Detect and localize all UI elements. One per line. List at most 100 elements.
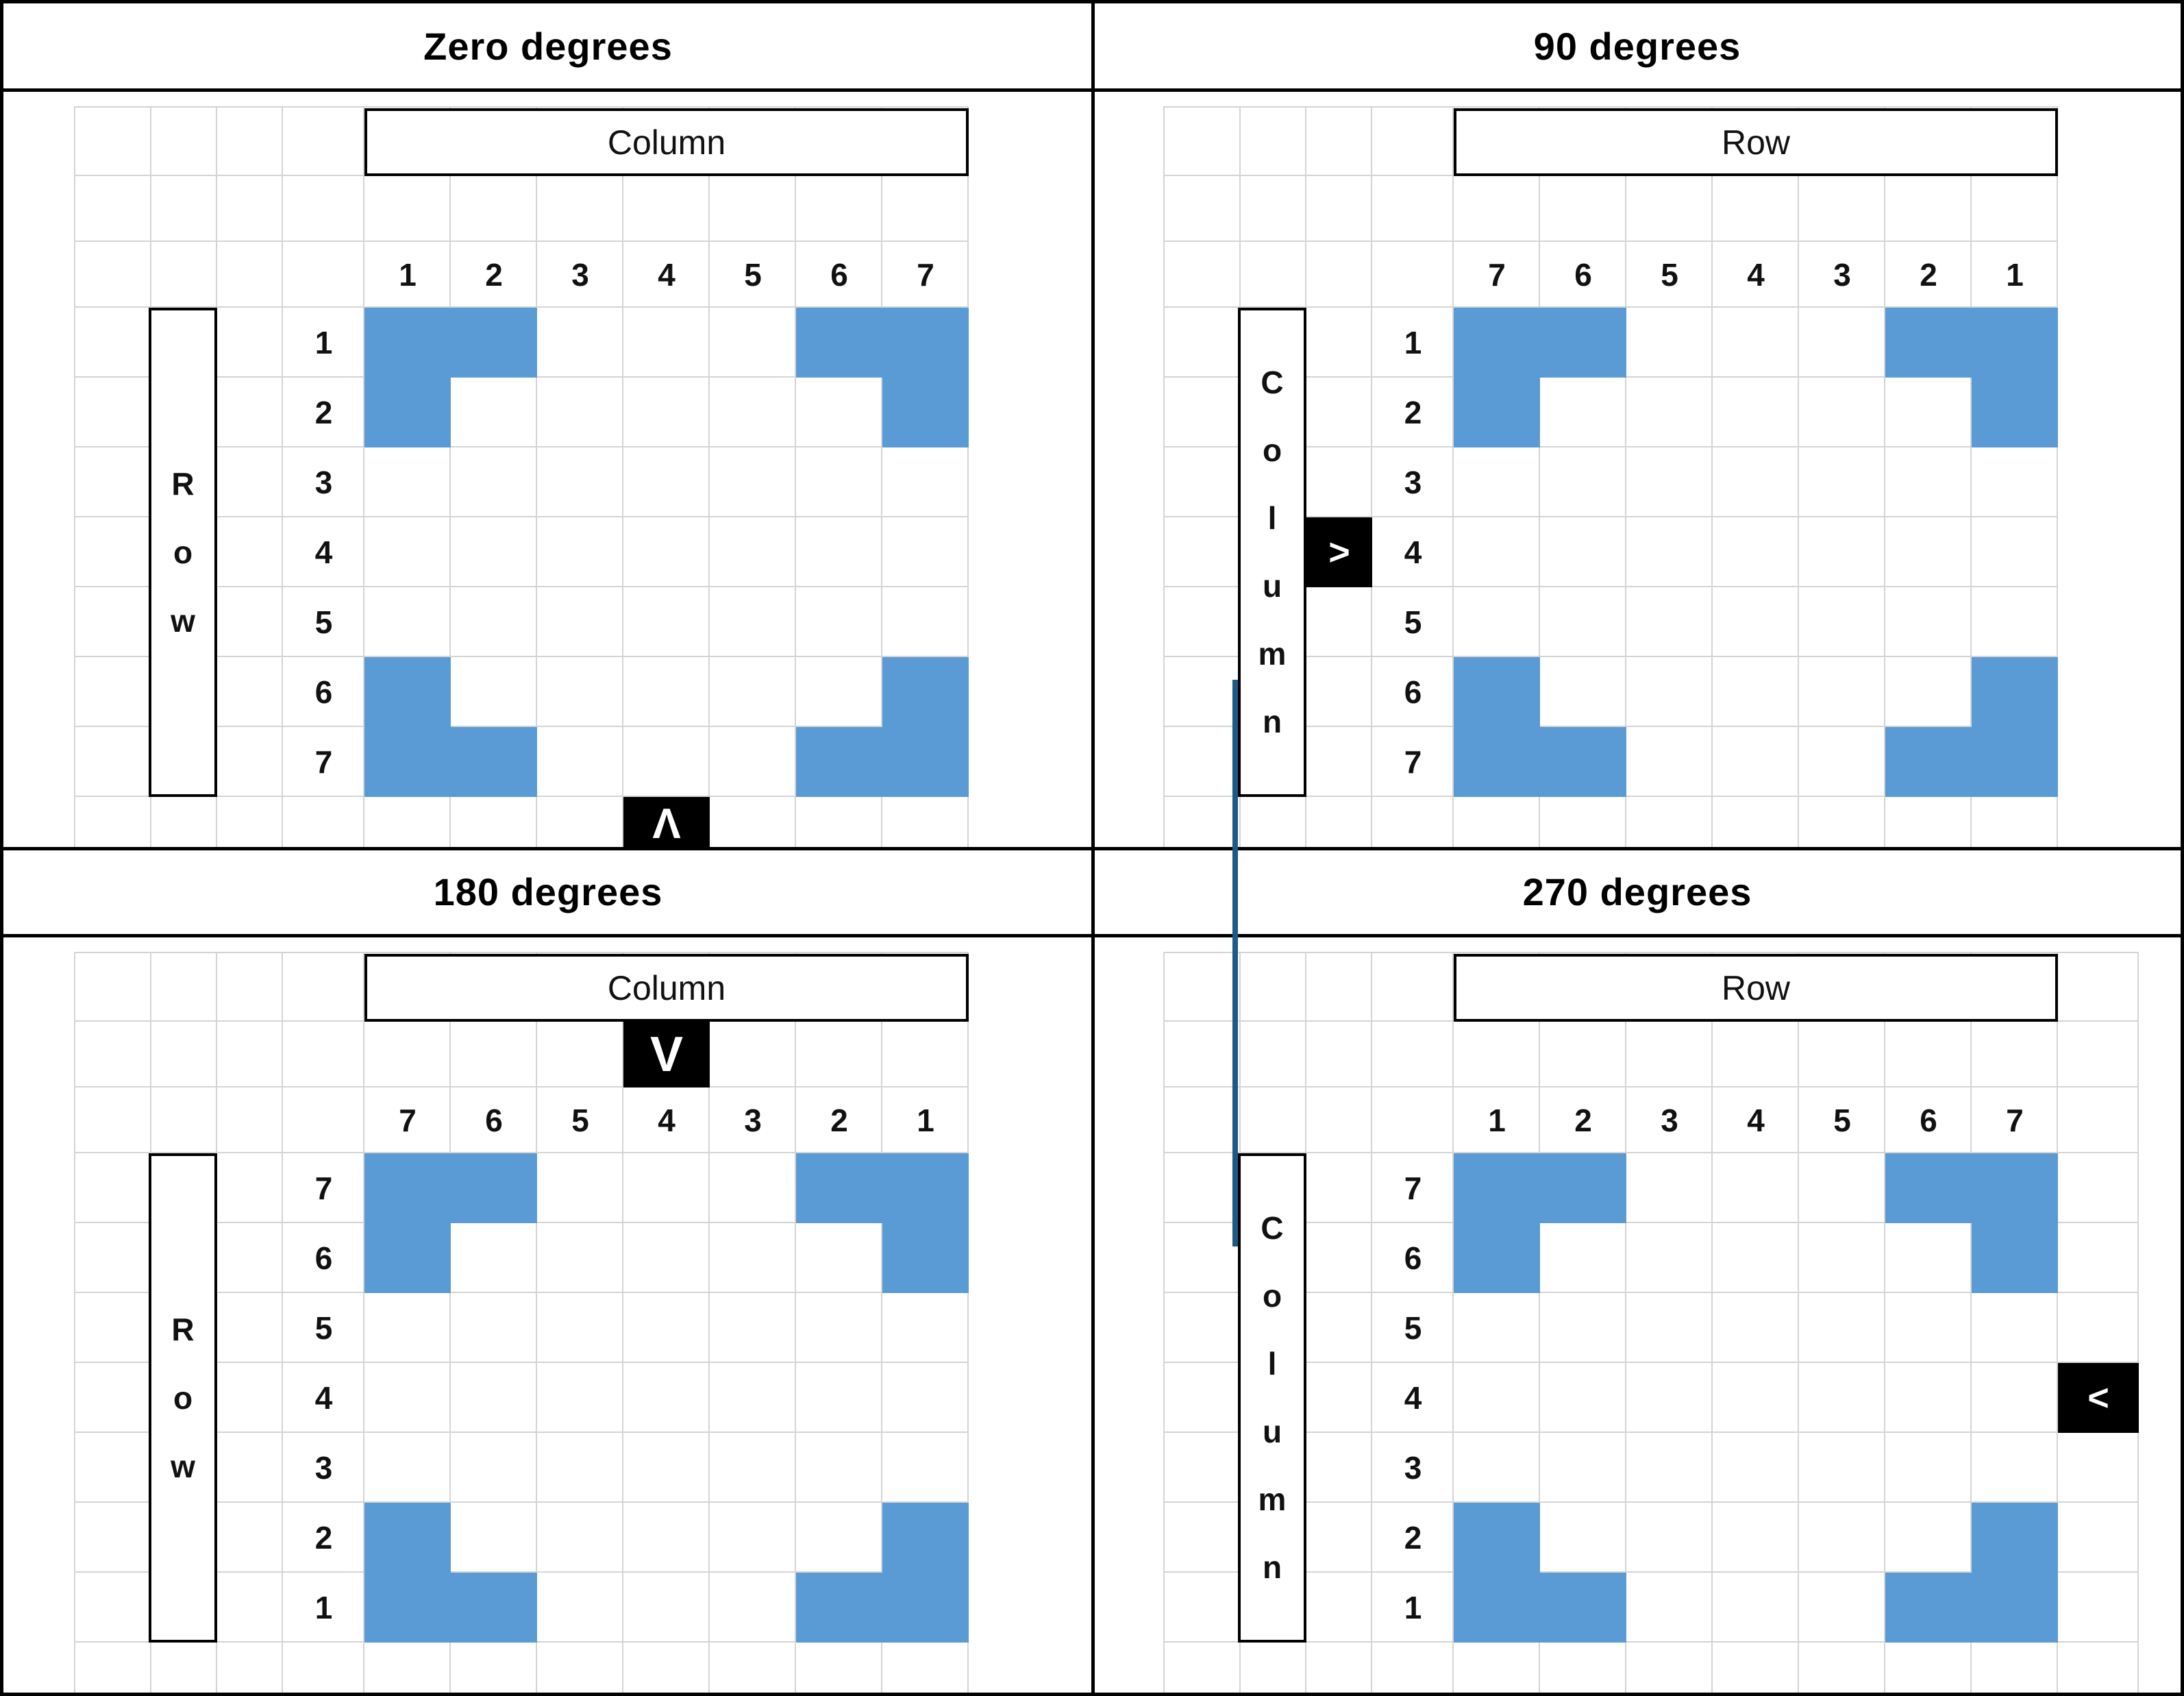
worksheet-cell: [1713, 308, 1799, 378]
worksheet-cell: [364, 447, 451, 517]
worksheet-cell: [74, 1503, 151, 1573]
col-label: 5: [571, 1103, 589, 1138]
col-label: 4: [1747, 1103, 1765, 1138]
panel-title-zero-degrees: Zero degrees: [3, 3, 1093, 92]
worksheet-cell: [1885, 242, 1972, 308]
worksheet-cell: [1972, 1433, 2058, 1503]
worksheet-cell: [537, 447, 623, 517]
worksheet-cell: [623, 1643, 710, 1693]
worksheet-cell: [1713, 1022, 1799, 1087]
worksheet-cell: [451, 378, 537, 447]
worksheet-cell: [74, 797, 151, 848]
worksheet-cell: [1626, 308, 1713, 378]
worksheet-cell: [1972, 176, 2058, 242]
worksheet-cell: [1799, 1293, 1885, 1363]
worksheet-cell: [1540, 1643, 1626, 1693]
worksheet-cell: [1540, 1363, 1626, 1433]
worksheet-cell: [364, 176, 451, 242]
worksheet-cell: [710, 308, 796, 378]
worksheet-cell: [710, 176, 796, 242]
side-box-letter: o: [173, 534, 193, 570]
worksheet-cell: [537, 1643, 623, 1693]
worksheet-cell: [1713, 447, 1799, 517]
worksheet-cell: [1372, 587, 1454, 657]
worksheet-cell: [623, 517, 710, 587]
worksheet-cell: [623, 378, 710, 447]
worksheet-cell: [283, 1087, 364, 1153]
shape-cell: [1972, 1153, 2058, 1223]
col-label: 2: [1574, 1103, 1592, 1138]
worksheet-cell: [623, 308, 710, 378]
worksheet-cell: [283, 1293, 364, 1363]
down-arrow-marker: V: [623, 1022, 710, 1087]
worksheet-cell: [151, 106, 217, 176]
worksheet-cell: [1713, 176, 1799, 242]
worksheet-cell: [1626, 242, 1713, 308]
worksheet-cell: [1372, 1087, 1454, 1153]
worksheet-cell: [1885, 378, 1972, 447]
worksheet-cell: [882, 1643, 969, 1693]
side-box-letter: o: [1262, 432, 1282, 468]
worksheet-cell: [217, 176, 283, 242]
worksheet-cell: [1799, 378, 1885, 447]
worksheet-cell: [74, 1153, 151, 1223]
row-label: 5: [1404, 1310, 1422, 1346]
worksheet-cell: [1540, 1022, 1626, 1087]
worksheet-cell: [1540, 587, 1626, 657]
shape-cell: [1972, 727, 2058, 797]
worksheet-cell: [364, 1087, 451, 1153]
worksheet-cell: [1713, 1293, 1799, 1363]
worksheet-cell: [1713, 1503, 1799, 1573]
shape-cell: [882, 308, 969, 378]
worksheet-cell: [623, 657, 710, 727]
worksheet-cell: [1885, 797, 1972, 848]
col-label: 1: [917, 1103, 934, 1138]
worksheet-cell: [1885, 1223, 1972, 1293]
worksheet-cell: [710, 1433, 796, 1503]
worksheet-cell: [710, 517, 796, 587]
worksheet-cell: [1163, 447, 1241, 517]
worksheet-cell: [1713, 1643, 1799, 1693]
worksheet-cell: [451, 1433, 537, 1503]
worksheet-cell: [217, 242, 283, 308]
worksheet-cell: [1799, 1573, 1885, 1643]
col-label: 5: [1661, 257, 1678, 293]
worksheet-cell: [882, 1087, 969, 1153]
worksheet-cell: [217, 308, 283, 378]
worksheet-cell: [1799, 1223, 1885, 1293]
worksheet-cell: [537, 727, 623, 797]
worksheet-cell: [796, 517, 882, 587]
worksheet-cell: [796, 1223, 882, 1293]
worksheet-cell: [623, 1503, 710, 1573]
worksheet-cell: [451, 797, 537, 848]
worksheet-cell: [1372, 1022, 1454, 1087]
col-label: 7: [2006, 1103, 2024, 1138]
worksheet-cell: [1163, 1503, 1241, 1573]
worksheet-cell: [74, 242, 151, 308]
side-box-letter: C: [1261, 1210, 1284, 1246]
worksheet-cell: [364, 242, 451, 308]
worksheet-cell: [217, 727, 283, 797]
row-label: 3: [314, 465, 333, 500]
worksheet-cell: [1372, 1643, 1454, 1693]
worksheet-cell: [74, 308, 151, 378]
worksheet-cell: [283, 1022, 364, 1087]
shape-cell: [1885, 308, 1972, 378]
worksheet-cell: [882, 242, 969, 308]
col-label: 4: [658, 1103, 675, 1138]
worksheet-cell: [1885, 657, 1972, 727]
worksheet-cell: [1540, 447, 1626, 517]
worksheet-cell: [537, 1087, 623, 1153]
worksheet-cell: [283, 727, 364, 797]
worksheet-cell: [1799, 1087, 1885, 1153]
worksheet-cell: [1885, 1293, 1972, 1363]
worksheet-cell: [882, 587, 969, 657]
worksheet-cell: [1372, 378, 1454, 447]
side-box-letter: R: [171, 1312, 195, 1347]
row-label: 6: [1404, 674, 1422, 710]
side-box-letter: n: [1262, 1549, 1282, 1585]
worksheet-cell: [1626, 1643, 1713, 1693]
worksheet-cell: [151, 1643, 217, 1693]
worksheet-cell: [537, 1503, 623, 1573]
